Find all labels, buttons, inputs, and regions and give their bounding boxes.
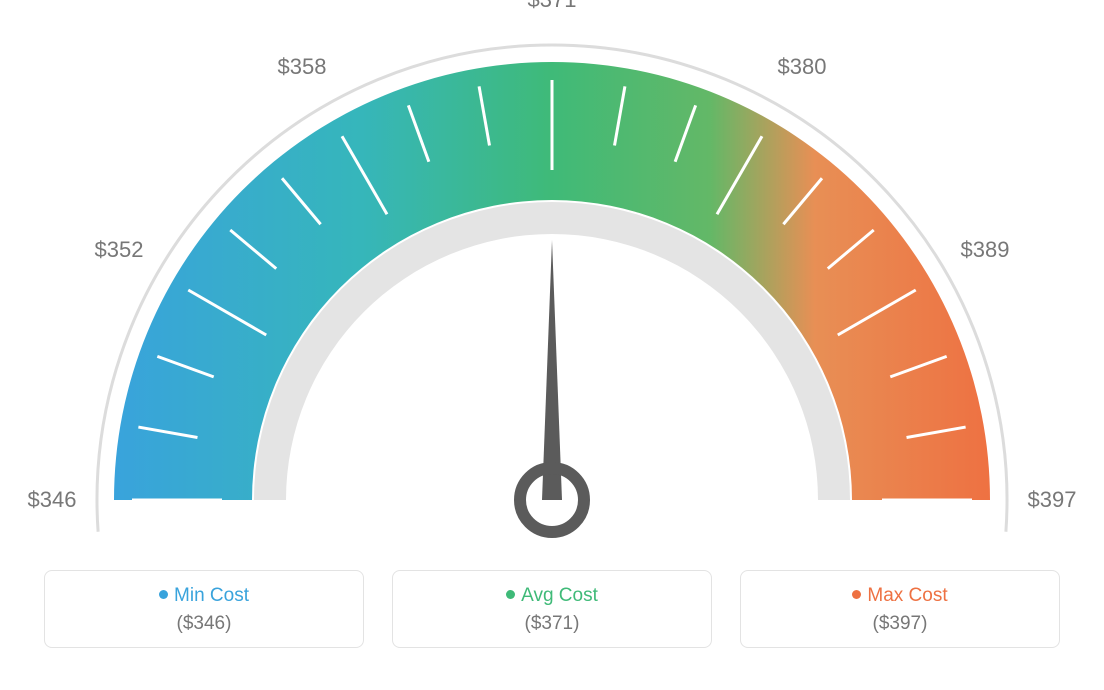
legend-dot-max xyxy=(852,590,861,599)
legend-label-min: Min Cost xyxy=(174,585,249,606)
legend-card-avg: Avg Cost ($371) xyxy=(392,570,712,648)
legend-card-max: Max Cost ($397) xyxy=(740,570,1060,648)
svg-text:$380: $380 xyxy=(778,54,827,79)
legend-value-avg: ($371) xyxy=(403,613,701,635)
svg-text:$371: $371 xyxy=(528,0,577,12)
svg-text:$389: $389 xyxy=(961,237,1010,262)
gauge-chart: $346 $352 $358 $371 $380 $389 $397 xyxy=(0,0,1104,560)
legend-label-max: Max Cost xyxy=(867,585,947,606)
svg-text:$352: $352 xyxy=(95,237,144,262)
legend-card-min: Min Cost ($346) xyxy=(44,570,364,648)
svg-text:$358: $358 xyxy=(278,54,327,79)
legend-value-max: ($397) xyxy=(751,613,1049,635)
legend-dot-avg xyxy=(506,590,515,599)
legend-dot-min xyxy=(159,590,168,599)
legend-title-max: Max Cost xyxy=(751,585,1049,607)
legend-label-avg: Avg Cost xyxy=(521,585,598,606)
legend-value-min: ($346) xyxy=(55,613,353,635)
legend-row: Min Cost ($346) Avg Cost ($371) Max Cost… xyxy=(0,570,1104,648)
svg-text:$397: $397 xyxy=(1028,487,1077,512)
svg-text:$346: $346 xyxy=(28,487,77,512)
legend-title-min: Min Cost xyxy=(55,585,353,607)
legend-title-avg: Avg Cost xyxy=(403,585,701,607)
